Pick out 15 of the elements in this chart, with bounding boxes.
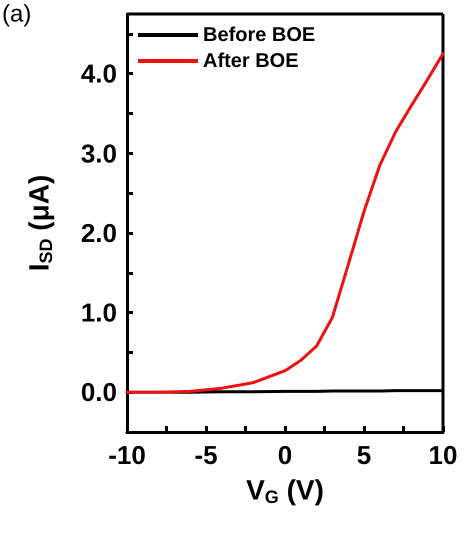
x-tick-label: 10 bbox=[428, 440, 458, 470]
x-tick-label: 5 bbox=[356, 440, 372, 470]
y-axis-title: ISD (μA) bbox=[24, 174, 56, 272]
x-tick-label: 0 bbox=[278, 440, 292, 470]
y-tick-label: 3.0 bbox=[80, 138, 117, 168]
legend-label: Before BOE bbox=[203, 24, 316, 46]
y-tick-label: 4.0 bbox=[80, 58, 117, 89]
legend-label: After BOE bbox=[203, 50, 299, 72]
y-tick-label: 1.0 bbox=[80, 298, 117, 328]
x-tick-label: -10 bbox=[108, 440, 146, 470]
x-tick-label: -5 bbox=[194, 440, 218, 470]
line-series bbox=[126, 52, 444, 394]
y-tick-label: 0.0 bbox=[80, 377, 117, 408]
text: (a) bbox=[2, 0, 32, 28]
y-tick-label: 2.0 bbox=[80, 218, 117, 248]
